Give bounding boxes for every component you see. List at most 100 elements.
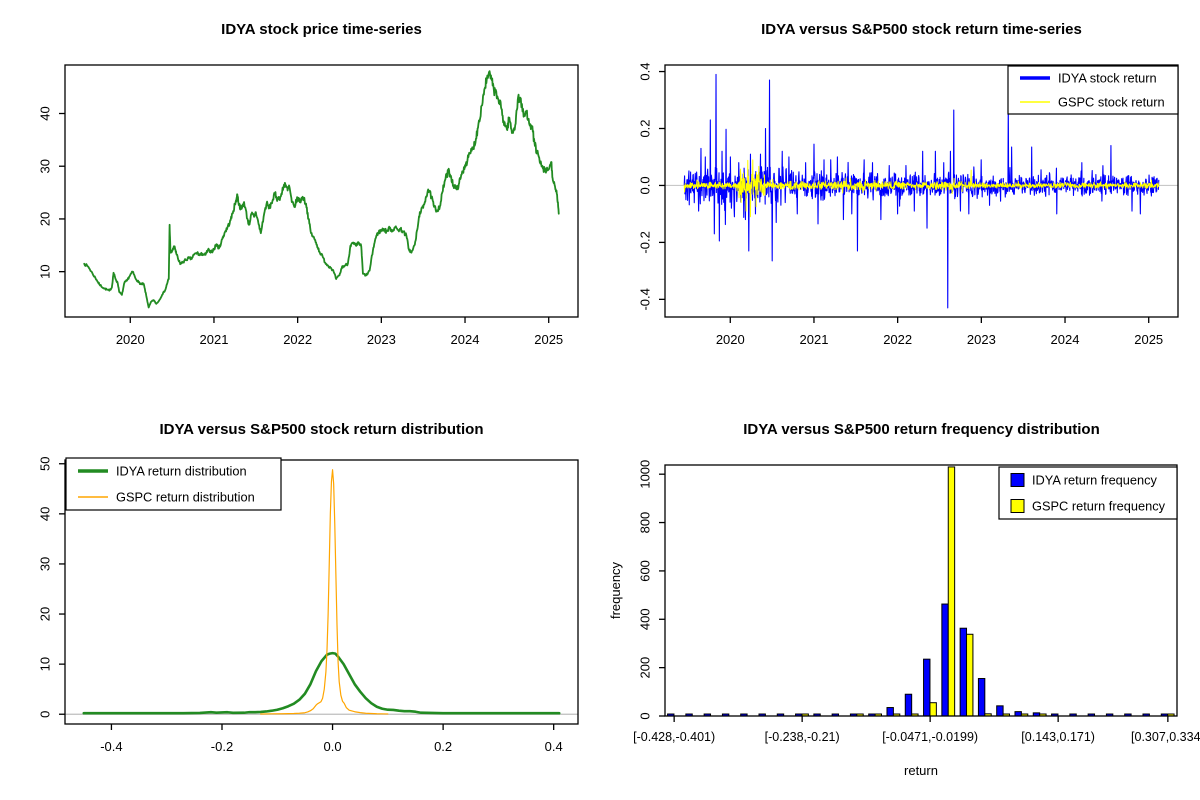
histogram-bar — [685, 713, 693, 716]
legend-label: IDYA stock return — [1058, 71, 1157, 86]
series-gspc-return-frequency — [801, 466, 1175, 716]
histogram-bar — [911, 713, 919, 716]
legend-label: IDYA return distribution — [116, 464, 247, 479]
histogram-bar — [874, 713, 883, 716]
y-axis-tick-label: 40 — [37, 106, 52, 120]
y-axis-tick-label: 1000 — [637, 460, 652, 489]
legend: IDYA return distribution GSPC return dist… — [65, 457, 282, 511]
histogram-bar — [1039, 713, 1047, 716]
plot-box — [64, 64, 579, 318]
histogram-bar — [984, 713, 992, 716]
histogram-chart-title: IDYA versus S&P500 return frequency dist… — [743, 421, 1100, 438]
return-distribution-chart: -0.4 -0.2 0.0 0.2 0.4 0 10 20 30 40 50 IDYA return … — [37, 457, 579, 754]
histogram-bar — [947, 466, 956, 716]
y-axis-tick-label: 20 — [37, 212, 52, 226]
x-axis-tick-label: 0.0 — [324, 739, 342, 754]
x-axis-tick-label: 2025 — [1134, 332, 1163, 347]
histogram-bar — [1124, 713, 1132, 716]
y-axis-tick-label: 20 — [37, 607, 52, 621]
histogram-bar — [667, 713, 675, 716]
histogram-bar — [831, 713, 840, 716]
histogram-bar — [1051, 713, 1059, 716]
x-axis-bin-label: [0.307,0.334) — [1131, 730, 1200, 744]
x-axis-tick-label: 2022 — [283, 332, 312, 347]
histogram-bar — [1020, 713, 1029, 716]
plot-box — [664, 64, 1179, 318]
y-axis-tick-label: 0 — [637, 712, 652, 719]
histogram-bar — [1014, 711, 1022, 716]
x-axis-tick-label: 2020 — [116, 332, 145, 347]
histogram-chart-panel: [-0.428,-0.401) [-0.238,-0.21) [-0.0471,-0… — [600, 400, 1200, 800]
legend-label: GSPC return frequency — [1032, 499, 1166, 514]
plot-box — [64, 459, 579, 725]
x-axis-bin-label: [-0.428,-0.401) — [633, 730, 715, 744]
density-chart-panel: -0.4 -0.2 0.0 0.2 0.4 0 10 20 30 40 50 IDYA return … — [0, 400, 600, 800]
x-axis-tick-label: 2025 — [534, 332, 563, 347]
y-axis-tick-label: -0.2 — [637, 231, 652, 253]
histogram-bar — [966, 633, 974, 716]
x-axis-bin-label: [0.143,0.171) — [1021, 730, 1095, 744]
series-gspc-return-distribution — [260, 469, 389, 715]
x-axis-bin-label: [-0.0471,-0.0199) — [882, 730, 978, 744]
x-axis-tick-label: 0.4 — [545, 739, 563, 754]
histogram-bar — [776, 713, 785, 716]
histogram-bar — [801, 713, 809, 716]
y-axis-tick-label: 600 — [637, 560, 652, 582]
x-axis-tick-label: 2020 — [716, 332, 745, 347]
y-axis-tick-label: -0.4 — [637, 288, 652, 310]
y-axis-tick-label: 200 — [637, 657, 652, 679]
series-idya-stock-price — [83, 70, 560, 309]
return-frequency-histogram: [-0.428,-0.401) [-0.238,-0.21) [-0.0471,-0… — [608, 460, 1200, 778]
legend-square-sample — [1010, 499, 1025, 513]
plot-box — [664, 464, 1178, 717]
price-time-series-chart: 2020 2021 2022 2023 2024 2025 10 20 30 40 — [37, 64, 579, 347]
histogram-bar — [758, 713, 766, 716]
y-axis-tick-label: 800 — [637, 512, 652, 534]
series-gspc-stock-return — [683, 159, 1160, 218]
y-axis-tick-label: 0.4 — [637, 63, 652, 81]
price-chart-title: IDYA stock price time-series — [221, 21, 422, 38]
y-axis-tick-label: 50 — [37, 457, 52, 471]
return-chart-panel: 2020 2021 2022 2023 2024 2025 -0.4 -0.2 0.0 0.2 0.… — [600, 0, 1200, 400]
y-axis-tick-label: 30 — [37, 557, 52, 571]
histogram-bar — [941, 603, 949, 716]
y-axis-tick-label: 10 — [37, 264, 52, 278]
legend: IDYA return frequency GSPC return frequen… — [998, 466, 1178, 520]
plot-area — [667, 466, 1175, 716]
histogram-bar — [1105, 713, 1114, 716]
histogram-bar — [813, 713, 821, 716]
histogram-bar — [740, 713, 748, 716]
plot-area — [82, 469, 561, 715]
histogram-bar — [923, 658, 931, 716]
legend-label: GSPC stock return — [1058, 95, 1165, 110]
x-axis-tick-label: 2024 — [1051, 332, 1080, 347]
x-axis-tick-label: 0.2 — [434, 739, 452, 754]
legend-box — [998, 466, 1178, 520]
histogram-bar — [1142, 713, 1150, 716]
y-axis-label: frequency — [608, 561, 623, 619]
histogram-bar — [929, 702, 937, 716]
return-chart-title: IDYA versus S&P500 stock return time-ser… — [761, 21, 1082, 38]
histogram-bar — [721, 713, 730, 716]
x-axis-tick-label: 2021 — [800, 332, 829, 347]
legend-label: GSPC return distribution — [116, 490, 255, 505]
histogram-bar — [856, 713, 864, 716]
legend-label: IDYA return frequency — [1032, 473, 1158, 488]
y-axis-tick-label: 0.2 — [637, 119, 652, 137]
histogram-bar — [703, 713, 712, 716]
legend-box — [1007, 65, 1179, 115]
histogram-bar — [1069, 713, 1077, 716]
series-idya-return-distribution — [82, 651, 561, 715]
x-axis-tick-label: 2022 — [883, 332, 912, 347]
histogram-bar — [1167, 713, 1175, 716]
legend-square-sample — [1010, 473, 1025, 487]
plot-area — [83, 70, 560, 309]
x-axis-tick-label: -0.4 — [100, 739, 122, 754]
legend-box — [65, 457, 282, 511]
y-axis-tick-label: 0.0 — [637, 176, 652, 194]
histogram-bar — [1002, 713, 1011, 716]
return-time-series-chart: 2020 2021 2022 2023 2024 2025 -0.4 -0.2 0.0 0.2 0.… — [637, 63, 1179, 347]
histogram-bar — [904, 693, 913, 716]
series-idya-return-frequency — [667, 603, 1169, 716]
